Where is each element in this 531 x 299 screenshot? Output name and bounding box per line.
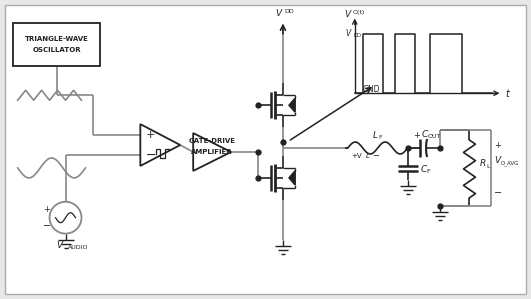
Polygon shape xyxy=(289,171,295,185)
Text: R: R xyxy=(479,159,486,168)
Text: DD: DD xyxy=(284,9,294,14)
Text: F: F xyxy=(426,170,430,174)
Text: F: F xyxy=(379,135,382,140)
Text: C: C xyxy=(421,165,427,174)
Text: −: − xyxy=(494,188,502,198)
Text: C: C xyxy=(422,129,428,138)
Text: −: − xyxy=(372,152,379,161)
Text: +V: +V xyxy=(352,153,362,159)
Text: DD: DD xyxy=(354,33,362,38)
Text: AMPLIFIER: AMPLIFIER xyxy=(191,149,233,155)
Text: L: L xyxy=(373,131,378,140)
Text: TRIANGLE-WAVE: TRIANGLE-WAVE xyxy=(24,36,89,42)
Text: GND: GND xyxy=(363,85,380,94)
Text: AUDIO: AUDIO xyxy=(67,245,88,250)
Text: +: + xyxy=(43,205,50,214)
Text: V: V xyxy=(345,10,351,19)
Polygon shape xyxy=(289,98,295,112)
Text: O(t): O(t) xyxy=(353,10,365,15)
Text: −: − xyxy=(145,149,156,161)
Text: L: L xyxy=(486,164,490,170)
Text: V: V xyxy=(346,29,351,38)
Text: V: V xyxy=(494,156,501,165)
Text: L: L xyxy=(366,153,370,159)
Text: V: V xyxy=(56,241,63,250)
Text: +: + xyxy=(145,130,155,140)
Text: t: t xyxy=(506,89,509,99)
Text: O_AVG: O_AVG xyxy=(500,160,519,166)
Text: OUT: OUT xyxy=(427,134,441,138)
Text: GATE-DRIVE: GATE-DRIVE xyxy=(189,138,236,144)
Text: +: + xyxy=(494,141,501,150)
Text: −: − xyxy=(42,221,50,231)
Text: V: V xyxy=(275,9,281,18)
Text: +: + xyxy=(413,131,420,140)
Bar xyxy=(13,23,100,66)
Text: OSCILLATOR: OSCILLATOR xyxy=(32,48,81,54)
